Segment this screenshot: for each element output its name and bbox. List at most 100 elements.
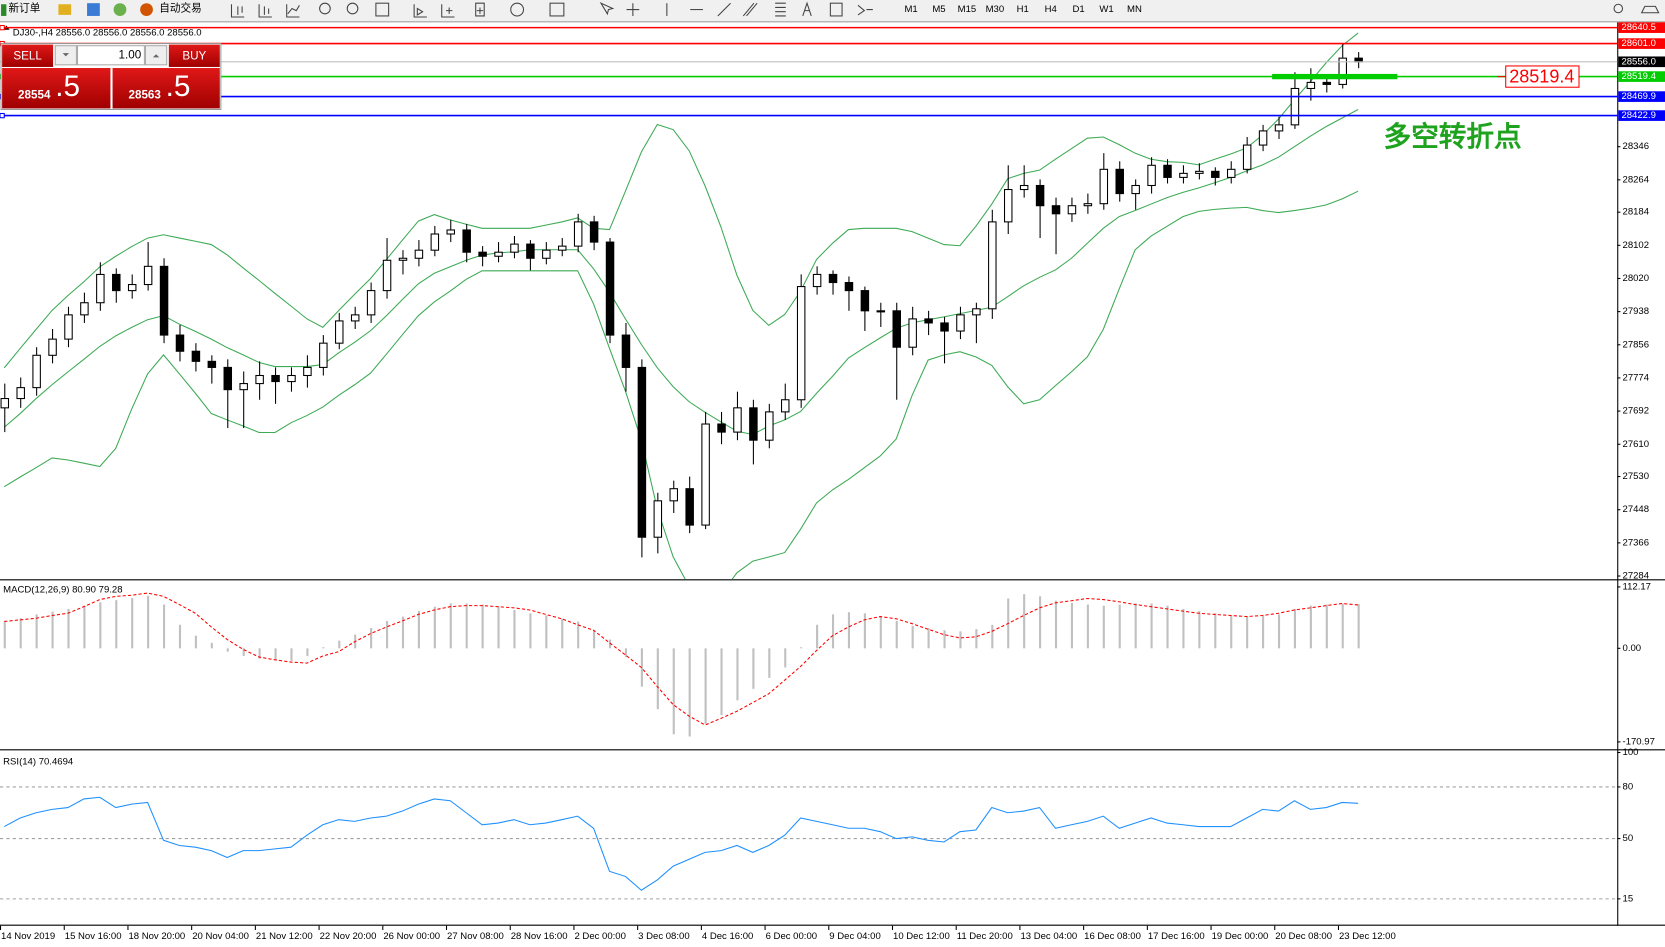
candle-body [733, 407, 742, 433]
candle-body [191, 350, 201, 362]
icon[interactable] [510, 2, 525, 17]
search-icon[interactable] [1613, 3, 1624, 14]
chart-title: DJ30-,H4 28556.0 28556.0 28556.0 28556.0 [13, 27, 202, 38]
icon[interactable] [258, 4, 272, 18]
candle-body [80, 302, 89, 316]
y-tick-label: 28020 [1623, 273, 1650, 284]
candle-body [828, 273, 838, 284]
icon[interactable] [857, 4, 873, 16]
new-order-button[interactable]: 新订单 [8, 1, 40, 14]
icon[interactable] [599, 1, 615, 16]
timeframe-button[interactable]: D1 [1073, 4, 1085, 15]
main-plot [0, 32, 1363, 580]
timeframe-button[interactable]: W1 [1099, 4, 1113, 15]
sell-label[interactable]: SELL [13, 49, 42, 62]
candle-body [271, 374, 280, 383]
candle-body [1258, 130, 1268, 146]
price-label-bg [1618, 110, 1665, 121]
x-tick-label: 11 Dec 20:00 [957, 931, 1013, 942]
icon[interactable] [346, 2, 359, 15]
buy-label[interactable]: BUY [182, 49, 206, 62]
timeframe-button[interactable]: MN [1127, 4, 1142, 15]
icon[interactable] [1640, 5, 1660, 14]
x-tick-label: 6 Dec 00:00 [766, 931, 817, 942]
x-tick-label: 15 Nov 16:00 [65, 931, 122, 942]
plots: 27284 27366 27448 27530 27610 27692 27774 27856… [0, 22, 1665, 942]
price-label: 28519.4 [1621, 71, 1656, 82]
icon[interactable] [441, 4, 455, 18]
rsi-line [3, 796, 1359, 891]
line-handle [0, 112, 5, 119]
price-label-bg [1618, 22, 1665, 33]
macd-title: MACD(12,26,9) 80.90 79.28 [3, 584, 122, 595]
icon[interactable] [742, 2, 758, 17]
icon[interactable] [230, 4, 245, 18]
bollinger-upper [3, 32, 1359, 369]
candle-body [1131, 184, 1140, 195]
icon[interactable] [802, 1, 812, 17]
candle-body [749, 407, 758, 441]
candle-body [319, 342, 328, 368]
timeframe-button[interactable]: M30 [986, 4, 1005, 15]
y-tick-label: 27938 [1623, 306, 1650, 317]
candle-body [526, 243, 535, 259]
icon[interactable] [475, 2, 485, 17]
candle-body [159, 265, 169, 336]
timeframe-button[interactable]: H4 [1045, 4, 1058, 15]
buy-price-tile[interactable] [112, 68, 220, 109]
icon[interactable] [113, 3, 127, 16]
sell-price-tile[interactable] [2, 68, 111, 109]
buy-price[interactable]: 28563 [128, 89, 161, 102]
icon[interactable] [140, 3, 153, 16]
candle-body [1147, 164, 1156, 187]
icon[interactable] [775, 2, 786, 17]
timeframe-button[interactable]: M5 [932, 4, 945, 15]
sell-price-fraction[interactable]: .5 [55, 70, 80, 103]
sell-button[interactable] [2, 44, 54, 67]
icon[interactable] [375, 2, 390, 17]
candle-body [1051, 205, 1061, 215]
icon[interactable] [319, 2, 331, 15]
x-tick-label: 26 Nov 00:00 [383, 931, 440, 942]
icon[interactable] [286, 4, 300, 18]
icon [62, 53, 70, 57]
candle-body [510, 243, 519, 253]
y-tick-label: -170.97 [1623, 736, 1655, 747]
candle-body [1354, 57, 1363, 63]
icon[interactable] [58, 4, 72, 15]
annotation: 多空转折点 [1384, 120, 1522, 153]
volume-value[interactable]: 1.00 [119, 48, 142, 61]
sell-price[interactable]: 28554 [18, 89, 51, 102]
x-tick-label: 20 Dec 08:00 [1275, 931, 1332, 942]
icon[interactable] [87, 3, 100, 16]
candle-body [701, 423, 710, 526]
icon[interactable] [413, 4, 427, 18]
candle-body [1274, 124, 1284, 132]
volume-input[interactable] [76, 45, 145, 66]
timeframe-button[interactable]: M1 [904, 4, 917, 15]
candle-body [988, 221, 997, 310]
icon[interactable] [829, 2, 843, 17]
line-handle [0, 24, 5, 31]
timeframe-button[interactable]: H1 [1017, 4, 1029, 15]
icon[interactable] [717, 2, 731, 17]
candle-body [892, 310, 901, 348]
buy-button[interactable] [168, 44, 220, 67]
auto-trading-button[interactable]: 自动交易 [159, 1, 201, 14]
x-tick-label: 27 Nov 08:00 [447, 931, 504, 942]
candle-body [1242, 144, 1252, 170]
bid-label-bg [1618, 56, 1665, 68]
candle-body [175, 334, 185, 352]
candle-body [96, 273, 105, 304]
toolbar: 新订单 自动交易 [0, 0, 1665, 23]
candle-body [494, 251, 503, 257]
x-tick-label: 18 Nov 20:00 [128, 931, 185, 942]
candle-body [462, 229, 471, 253]
icon[interactable] [549, 2, 565, 17]
buy-price-fraction[interactable]: .5 [166, 70, 191, 103]
icon[interactable] [626, 3, 640, 16]
timeframe-button[interactable]: M15 [958, 4, 977, 15]
price-label: 28640.5 [1621, 22, 1655, 33]
candle-body [1067, 205, 1077, 215]
one-click-trading: SELL 1.00 BUY 28554 .5 28563 .5 [0, 43, 222, 111]
